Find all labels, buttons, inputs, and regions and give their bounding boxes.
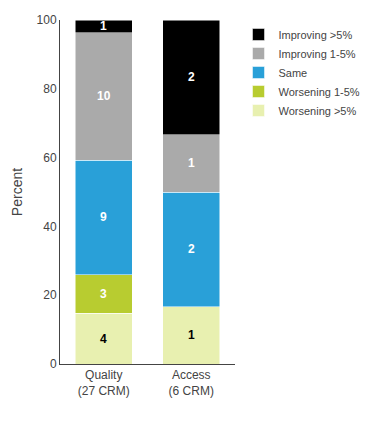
svg-text:2: 2 [188, 70, 195, 84]
svg-text:10: 10 [97, 89, 111, 103]
svg-text:Percent: Percent [9, 168, 25, 216]
svg-text:Same: Same [279, 67, 308, 79]
svg-text:Quality(27 CRM): Quality(27 CRM) [78, 368, 130, 398]
svg-text:1: 1 [188, 156, 195, 170]
svg-text:60: 60 [43, 151, 57, 165]
svg-text:Worsening 1-5%: Worsening 1-5% [279, 86, 360, 98]
svg-text:40: 40 [43, 220, 57, 234]
svg-text:Worsening >5%: Worsening >5% [279, 105, 357, 117]
svg-text:1: 1 [188, 328, 195, 342]
svg-text:20: 20 [43, 288, 57, 302]
svg-text:100: 100 [37, 13, 57, 27]
svg-text:1: 1 [100, 19, 107, 33]
svg-text:80: 80 [43, 82, 57, 96]
svg-text:4: 4 [100, 332, 107, 346]
svg-text:Improving 1-5%: Improving 1-5% [279, 48, 356, 60]
svg-text:Improving >5%: Improving >5% [279, 29, 353, 41]
svg-text:9: 9 [100, 210, 107, 224]
svg-text:0: 0 [50, 357, 57, 371]
svg-text:2: 2 [188, 242, 195, 256]
svg-text:Access(6 CRM): Access(6 CRM) [169, 368, 214, 398]
svg-text:3: 3 [100, 287, 107, 301]
